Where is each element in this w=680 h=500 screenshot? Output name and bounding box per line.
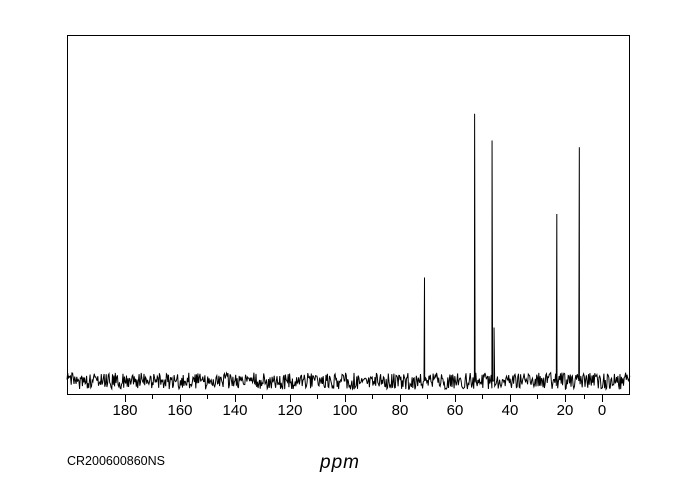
tick-major-20 [565,395,566,402]
tick-label-0: 0 [582,402,622,419]
tick-major-0 [602,395,603,402]
tick-major-160 [180,395,181,402]
tick-label-180: 180 [105,402,145,419]
nmr-spectrum-chart: 180 160 140 120 100 80 60 40 20 0 ppm CR… [0,0,680,500]
tick-minor-110 [317,395,318,399]
tick-label-40: 40 [490,402,530,419]
spectrum-line-path [67,114,630,390]
tick-minor-90 [372,395,373,399]
x-axis-title: ppm [320,452,360,474]
tick-label-20: 20 [545,402,585,419]
spectrum-trace [67,35,630,395]
tick-label-100: 100 [325,402,365,419]
tick-minor-50 [482,395,483,399]
tick-major-140 [235,395,236,402]
tick-major-100 [345,395,346,402]
tick-label-80: 80 [380,402,420,419]
tick-minor-70 [427,395,428,399]
tick-label-160: 160 [160,402,200,419]
tick-label-60: 60 [435,402,475,419]
tick-minor-30 [537,395,538,399]
tick-major-40 [510,395,511,402]
tick-major-120 [290,395,291,402]
sample-id-text: CR200600860NS [67,454,165,468]
tick-minor-170 [152,395,153,399]
tick-major-60 [455,395,456,402]
tick-major-180 [125,395,126,402]
tick-label-120: 120 [270,402,310,419]
tick-label-140: 140 [215,402,255,419]
tick-major-80 [400,395,401,402]
tick-minor-130 [262,395,263,399]
tick-minor-150 [207,395,208,399]
tick-minor-10 [584,395,585,399]
